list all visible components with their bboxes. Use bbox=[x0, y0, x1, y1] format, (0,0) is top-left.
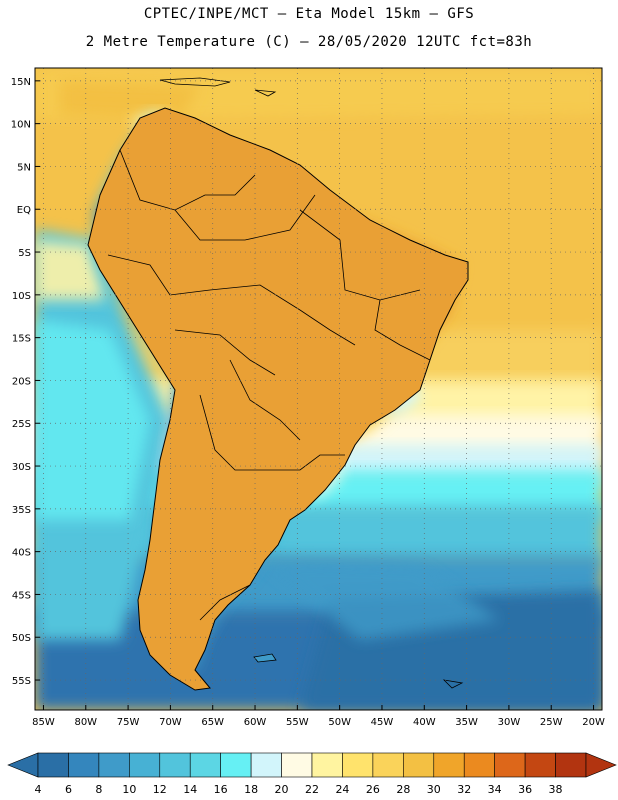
lon-label: 45W bbox=[371, 717, 394, 728]
colorbar-swatch bbox=[189, 752, 221, 778]
lat-label: 55S bbox=[12, 676, 31, 687]
colorbar-high-arrow bbox=[585, 752, 617, 778]
colorbar-swatch bbox=[372, 752, 404, 778]
lon-label: 60W bbox=[244, 717, 267, 728]
colorbar-low-arrow bbox=[7, 752, 39, 778]
lat-label: 15N bbox=[11, 77, 31, 88]
colorbar-value: 8 bbox=[95, 783, 102, 796]
country-borders bbox=[107, 149, 431, 621]
colorbar-value: 34 bbox=[488, 783, 502, 796]
colorbar-swatch bbox=[524, 752, 556, 778]
colorbar-value: 18 bbox=[244, 783, 258, 796]
colorbar-swatch bbox=[403, 752, 435, 778]
colorbar-value: 4 bbox=[35, 783, 42, 796]
colorbar-swatch bbox=[220, 752, 252, 778]
colorbar: 4 6 8 10 12 14 16 18 20 22 24 26 28 30 32 34 36 38 bbox=[7, 752, 617, 796]
colorbar-value: 10 bbox=[122, 783, 136, 796]
temperature-field bbox=[35, 68, 602, 710]
colorbar-swatch bbox=[463, 752, 495, 778]
falkland-islands bbox=[253, 653, 277, 663]
colorbar-value: 28 bbox=[396, 783, 410, 796]
lon-label: 75W bbox=[117, 717, 140, 728]
lon-label: 70W bbox=[159, 717, 182, 728]
lat-label: 5S bbox=[18, 248, 31, 259]
colorbar-value: 24 bbox=[335, 783, 349, 796]
lon-label: 80W bbox=[74, 717, 97, 728]
colorbar-swatch bbox=[555, 752, 587, 778]
colorbar-value: 12 bbox=[153, 783, 167, 796]
colorbar-value: 14 bbox=[183, 783, 197, 796]
colorbar-value: 22 bbox=[305, 783, 319, 796]
lon-label: 30W bbox=[498, 717, 521, 728]
map-frame bbox=[34, 67, 603, 711]
lat-label: 5N bbox=[17, 162, 31, 173]
lon-label: 55W bbox=[286, 717, 309, 728]
colorbar-swatch bbox=[37, 752, 69, 778]
colorbar-swatch bbox=[129, 752, 161, 778]
colorbar-value: 38 bbox=[549, 783, 563, 796]
colorbar-swatch bbox=[250, 752, 282, 778]
lon-label: 20W bbox=[582, 717, 605, 728]
colorbar-value: 16 bbox=[214, 783, 228, 796]
lon-label: 35W bbox=[455, 717, 478, 728]
lat-label: 10S bbox=[12, 291, 31, 302]
colorbar-swatch bbox=[311, 752, 343, 778]
lat-label: 30S bbox=[12, 462, 31, 473]
lat-label: 10N bbox=[11, 120, 31, 131]
colorbar-swatch bbox=[494, 752, 526, 778]
title-line-1: CPTEC/INPE/MCT – Eta Model 15km – GFS bbox=[143, 6, 475, 22]
colorbar-swatch bbox=[281, 752, 313, 778]
lat-label: 40S bbox=[12, 548, 31, 559]
lon-label: 65W bbox=[201, 717, 224, 728]
graticule bbox=[35, 68, 602, 710]
title-line-2: 2 Metre Temperature (C) – 28/05/2020 12U… bbox=[85, 34, 533, 50]
colorbar-value: 26 bbox=[366, 783, 380, 796]
latitude-labels: 15N 10N 5N EQ 5S 10S 15S 20S 25S 30S 35S 40S 45S 50S 5… bbox=[11, 77, 31, 687]
colorbar-value: 30 bbox=[427, 783, 441, 796]
lat-label: 25S bbox=[12, 419, 31, 430]
colorbar-value: 20 bbox=[275, 783, 289, 796]
colorbar-value: 6 bbox=[65, 783, 72, 796]
lat-label: 15S bbox=[12, 334, 31, 345]
colorbar-swatch bbox=[342, 752, 374, 778]
lon-label: 50W bbox=[328, 717, 351, 728]
lat-label: 50S bbox=[12, 633, 31, 644]
lon-label: 40W bbox=[413, 717, 436, 728]
lat-label: 35S bbox=[12, 505, 31, 516]
colorbar-swatch bbox=[433, 752, 465, 778]
lat-label: 45S bbox=[12, 590, 31, 601]
longitude-labels: 85W 80W 75W 70W 65W 60W 55W 50W 45W 40W 35W 30W 25W 2… bbox=[32, 717, 605, 728]
lon-label: 85W bbox=[32, 717, 55, 728]
colorbar-value: 32 bbox=[457, 783, 471, 796]
lat-label: EQ bbox=[17, 205, 31, 216]
lon-label: 25W bbox=[540, 717, 563, 728]
colorbar-swatch bbox=[159, 752, 191, 778]
colorbar-value: 36 bbox=[518, 783, 532, 796]
colorbar-swatch bbox=[68, 752, 100, 778]
lat-label: 20S bbox=[12, 376, 31, 387]
colorbar-swatch bbox=[98, 752, 130, 778]
